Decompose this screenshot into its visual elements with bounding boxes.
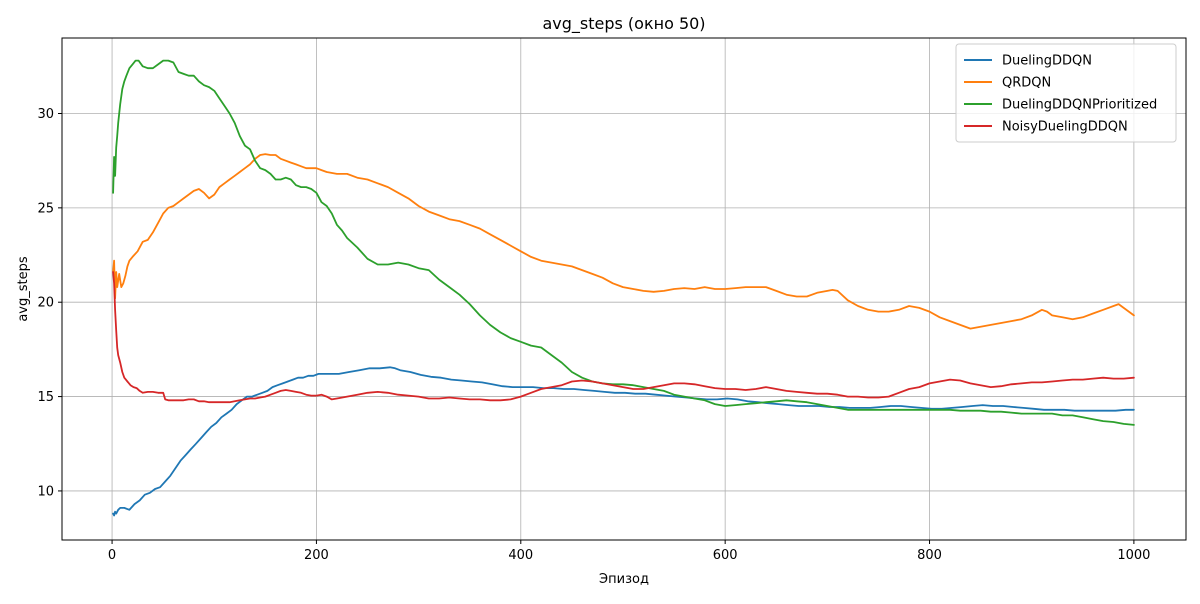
- series-line-3: [112, 59, 1135, 426]
- y-tick-label: 10: [37, 484, 54, 499]
- legend-label-3: DuelingDDQNPrioritized: [1002, 98, 1157, 113]
- x-tick-label: 1000: [1117, 548, 1150, 563]
- x-tick-label: 200: [304, 548, 329, 563]
- series-line-4: [112, 271, 1135, 404]
- series-lines: [112, 59, 1135, 517]
- x-axis-label: Эпизод: [599, 572, 649, 587]
- y-axis: 10 15 20 25 30: [37, 107, 62, 499]
- legend-label-1: DuelingDDQN: [1002, 54, 1092, 69]
- legend: DuelingDDQN QRDQN DuelingDDQNPrioritized No…: [955, 43, 1177, 143]
- y-tick-label: 20: [37, 296, 54, 311]
- legend-label-2: QRDQN: [1002, 76, 1051, 91]
- legend-label-4: NoisyDuelingDDQN: [1002, 120, 1128, 135]
- x-tick-label: 600: [713, 548, 738, 563]
- x-axis: 0 200 400 600 800 1000: [108, 540, 1150, 563]
- series-line-2: [112, 153, 1135, 330]
- x-tick-label: 0: [108, 548, 116, 563]
- series-line-1: [112, 366, 1135, 517]
- y-tick-label: 15: [37, 390, 54, 405]
- y-tick-label: 25: [37, 201, 54, 216]
- plot-frame: [61, 37, 1187, 541]
- y-axis-label: avg_steps: [16, 256, 31, 322]
- y-tick-label: 30: [37, 107, 54, 122]
- x-tick-label: 800: [917, 548, 942, 563]
- chart-title: avg_steps (окно 50): [542, 14, 705, 34]
- x-tick-label: 400: [508, 548, 533, 563]
- legend-box: [955, 43, 1177, 143]
